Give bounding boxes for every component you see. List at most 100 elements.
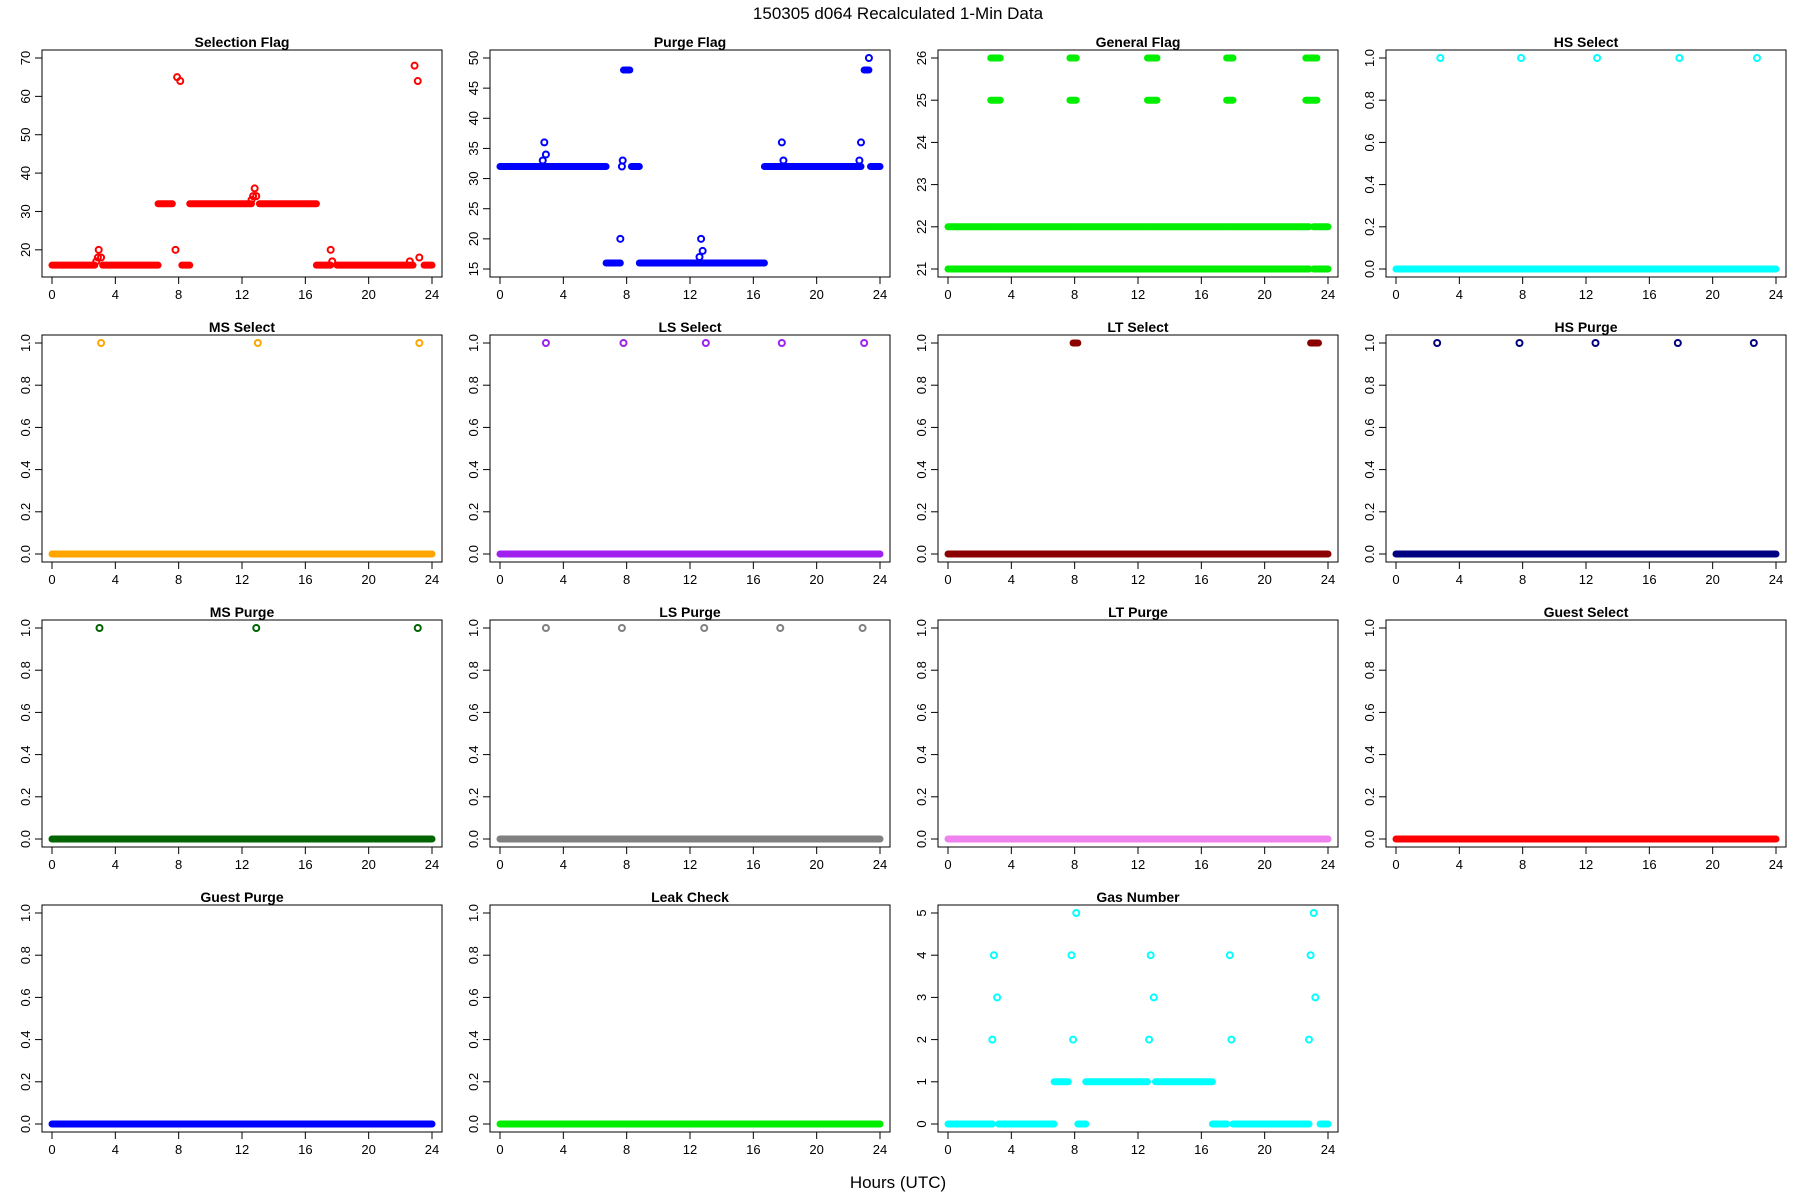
data-run	[1151, 1078, 1216, 1086]
y-tick-label: 0.6	[18, 418, 33, 436]
x-tick-label: 16	[1194, 287, 1208, 302]
data-point	[1069, 1035, 1078, 1044]
data-run	[996, 265, 1077, 273]
y-tick-label: 35	[466, 141, 481, 155]
x-tick-label: 16	[1194, 572, 1208, 587]
x-tick-label: 16	[298, 287, 312, 302]
data-point	[95, 624, 104, 632]
data-run	[1229, 1120, 1313, 1128]
data-run	[1392, 835, 1780, 843]
x-tick-label: 12	[683, 857, 697, 872]
y-tick-label: 0.2	[1362, 788, 1377, 806]
x-tick-label: 4	[1008, 857, 1015, 872]
data-run	[1148, 265, 1234, 273]
data-point	[697, 234, 706, 243]
data-run	[420, 261, 436, 269]
y-tick-label: 1.0	[1362, 334, 1377, 352]
x-tick-label: 0	[944, 857, 951, 872]
x-tick-label: 16	[746, 1142, 760, 1157]
y-tick-label: 1.0	[466, 334, 481, 352]
data-run	[987, 96, 1004, 104]
data-run	[760, 163, 865, 171]
x-axis-label: Hours (UTC)	[850, 1173, 946, 1192]
panel-3: HS Select 0 4 8 12 16 20 24 0.0 0.2 0.4 0.6 0.8 1.0	[1362, 34, 1787, 302]
x-tick-label: 16	[298, 857, 312, 872]
data-point	[1515, 339, 1524, 347]
panel-title: Guest Purge	[200, 889, 283, 905]
x-tick-label: 24	[425, 287, 439, 302]
data-point	[617, 162, 626, 171]
x-tick-label: 24	[873, 287, 887, 302]
x-tick-label: 0	[1392, 572, 1399, 587]
x-tick-label: 0	[48, 572, 55, 587]
y-tick-label: 40	[18, 166, 33, 180]
data-run	[987, 54, 1004, 62]
data-point	[779, 156, 788, 165]
x-tick-label: 20	[1257, 1142, 1271, 1157]
x-tick-label: 0	[1392, 857, 1399, 872]
data-run	[867, 163, 884, 171]
panel-frame	[489, 904, 891, 1133]
data-point	[1309, 909, 1318, 917]
y-tick-label: 0.8	[1362, 376, 1377, 394]
data-point	[989, 951, 998, 960]
x-tick-label: 20	[361, 1142, 375, 1157]
y-tick-label: 0.8	[914, 376, 929, 394]
y-tick-label: 4	[914, 952, 929, 959]
data-point	[864, 54, 873, 62]
y-tick-label: 60	[18, 89, 33, 103]
data-run	[944, 265, 1003, 273]
panel-8: MS Purge 0 4 8 12 16 20 24 0.0 0.2 0.4 0.6 0.8 1.0	[18, 604, 443, 872]
data-run	[1066, 96, 1080, 104]
panel-12: Guest Purge 0 4 8 12 16 20 24 0.0 0.2 0.4 0.6 0.8 1.0	[18, 889, 443, 1157]
x-tick-label: 8	[623, 857, 630, 872]
x-tick-label: 12	[683, 287, 697, 302]
data-point	[249, 192, 258, 201]
y-tick-label: 20	[18, 243, 33, 257]
x-tick-label: 4	[1008, 572, 1015, 587]
data-point	[176, 77, 185, 86]
data-point	[857, 138, 865, 147]
y-tick-label: 0.0	[1362, 830, 1377, 848]
x-tick-label: 4	[112, 287, 119, 302]
data-run	[1066, 54, 1080, 62]
x-tick-label: 8	[175, 287, 182, 302]
data-run	[944, 223, 1003, 231]
x-tick-label: 24	[425, 572, 439, 587]
x-tick-label: 8	[175, 572, 182, 587]
data-point	[1305, 1035, 1313, 1044]
data-run	[1144, 54, 1161, 62]
data-point	[1225, 951, 1234, 960]
x-tick-label: 12	[1131, 287, 1145, 302]
panel-frame	[937, 619, 1339, 848]
data-run	[48, 1120, 436, 1128]
panel-frame	[937, 49, 1339, 278]
y-tick-label: 2	[914, 1036, 929, 1043]
x-tick-label: 0	[496, 857, 503, 872]
x-tick-label: 16	[1642, 287, 1656, 302]
data-point	[1517, 54, 1526, 62]
y-tick-label: 1.0	[1362, 619, 1377, 637]
y-tick-label: 5	[914, 909, 929, 916]
data-run	[1310, 265, 1332, 273]
data-point	[700, 624, 709, 632]
data-point	[328, 257, 337, 266]
data-point	[776, 624, 785, 632]
data-point	[619, 339, 628, 347]
y-tick-label: 25	[466, 201, 481, 215]
x-tick-label: 0	[48, 857, 55, 872]
x-tick-label: 0	[48, 287, 55, 302]
x-tick-label: 12	[1579, 287, 1593, 302]
data-run	[1302, 96, 1321, 104]
data-run	[1050, 1078, 1072, 1086]
x-tick-label: 0	[496, 287, 503, 302]
data-point	[988, 1035, 997, 1044]
x-tick-label: 24	[873, 1142, 887, 1157]
data-point	[250, 184, 259, 193]
y-tick-label: 0.6	[18, 703, 33, 721]
panel-frame	[489, 619, 891, 848]
data-point	[695, 252, 704, 261]
y-tick-label: 0.6	[1362, 418, 1377, 436]
x-tick-label: 0	[496, 572, 503, 587]
